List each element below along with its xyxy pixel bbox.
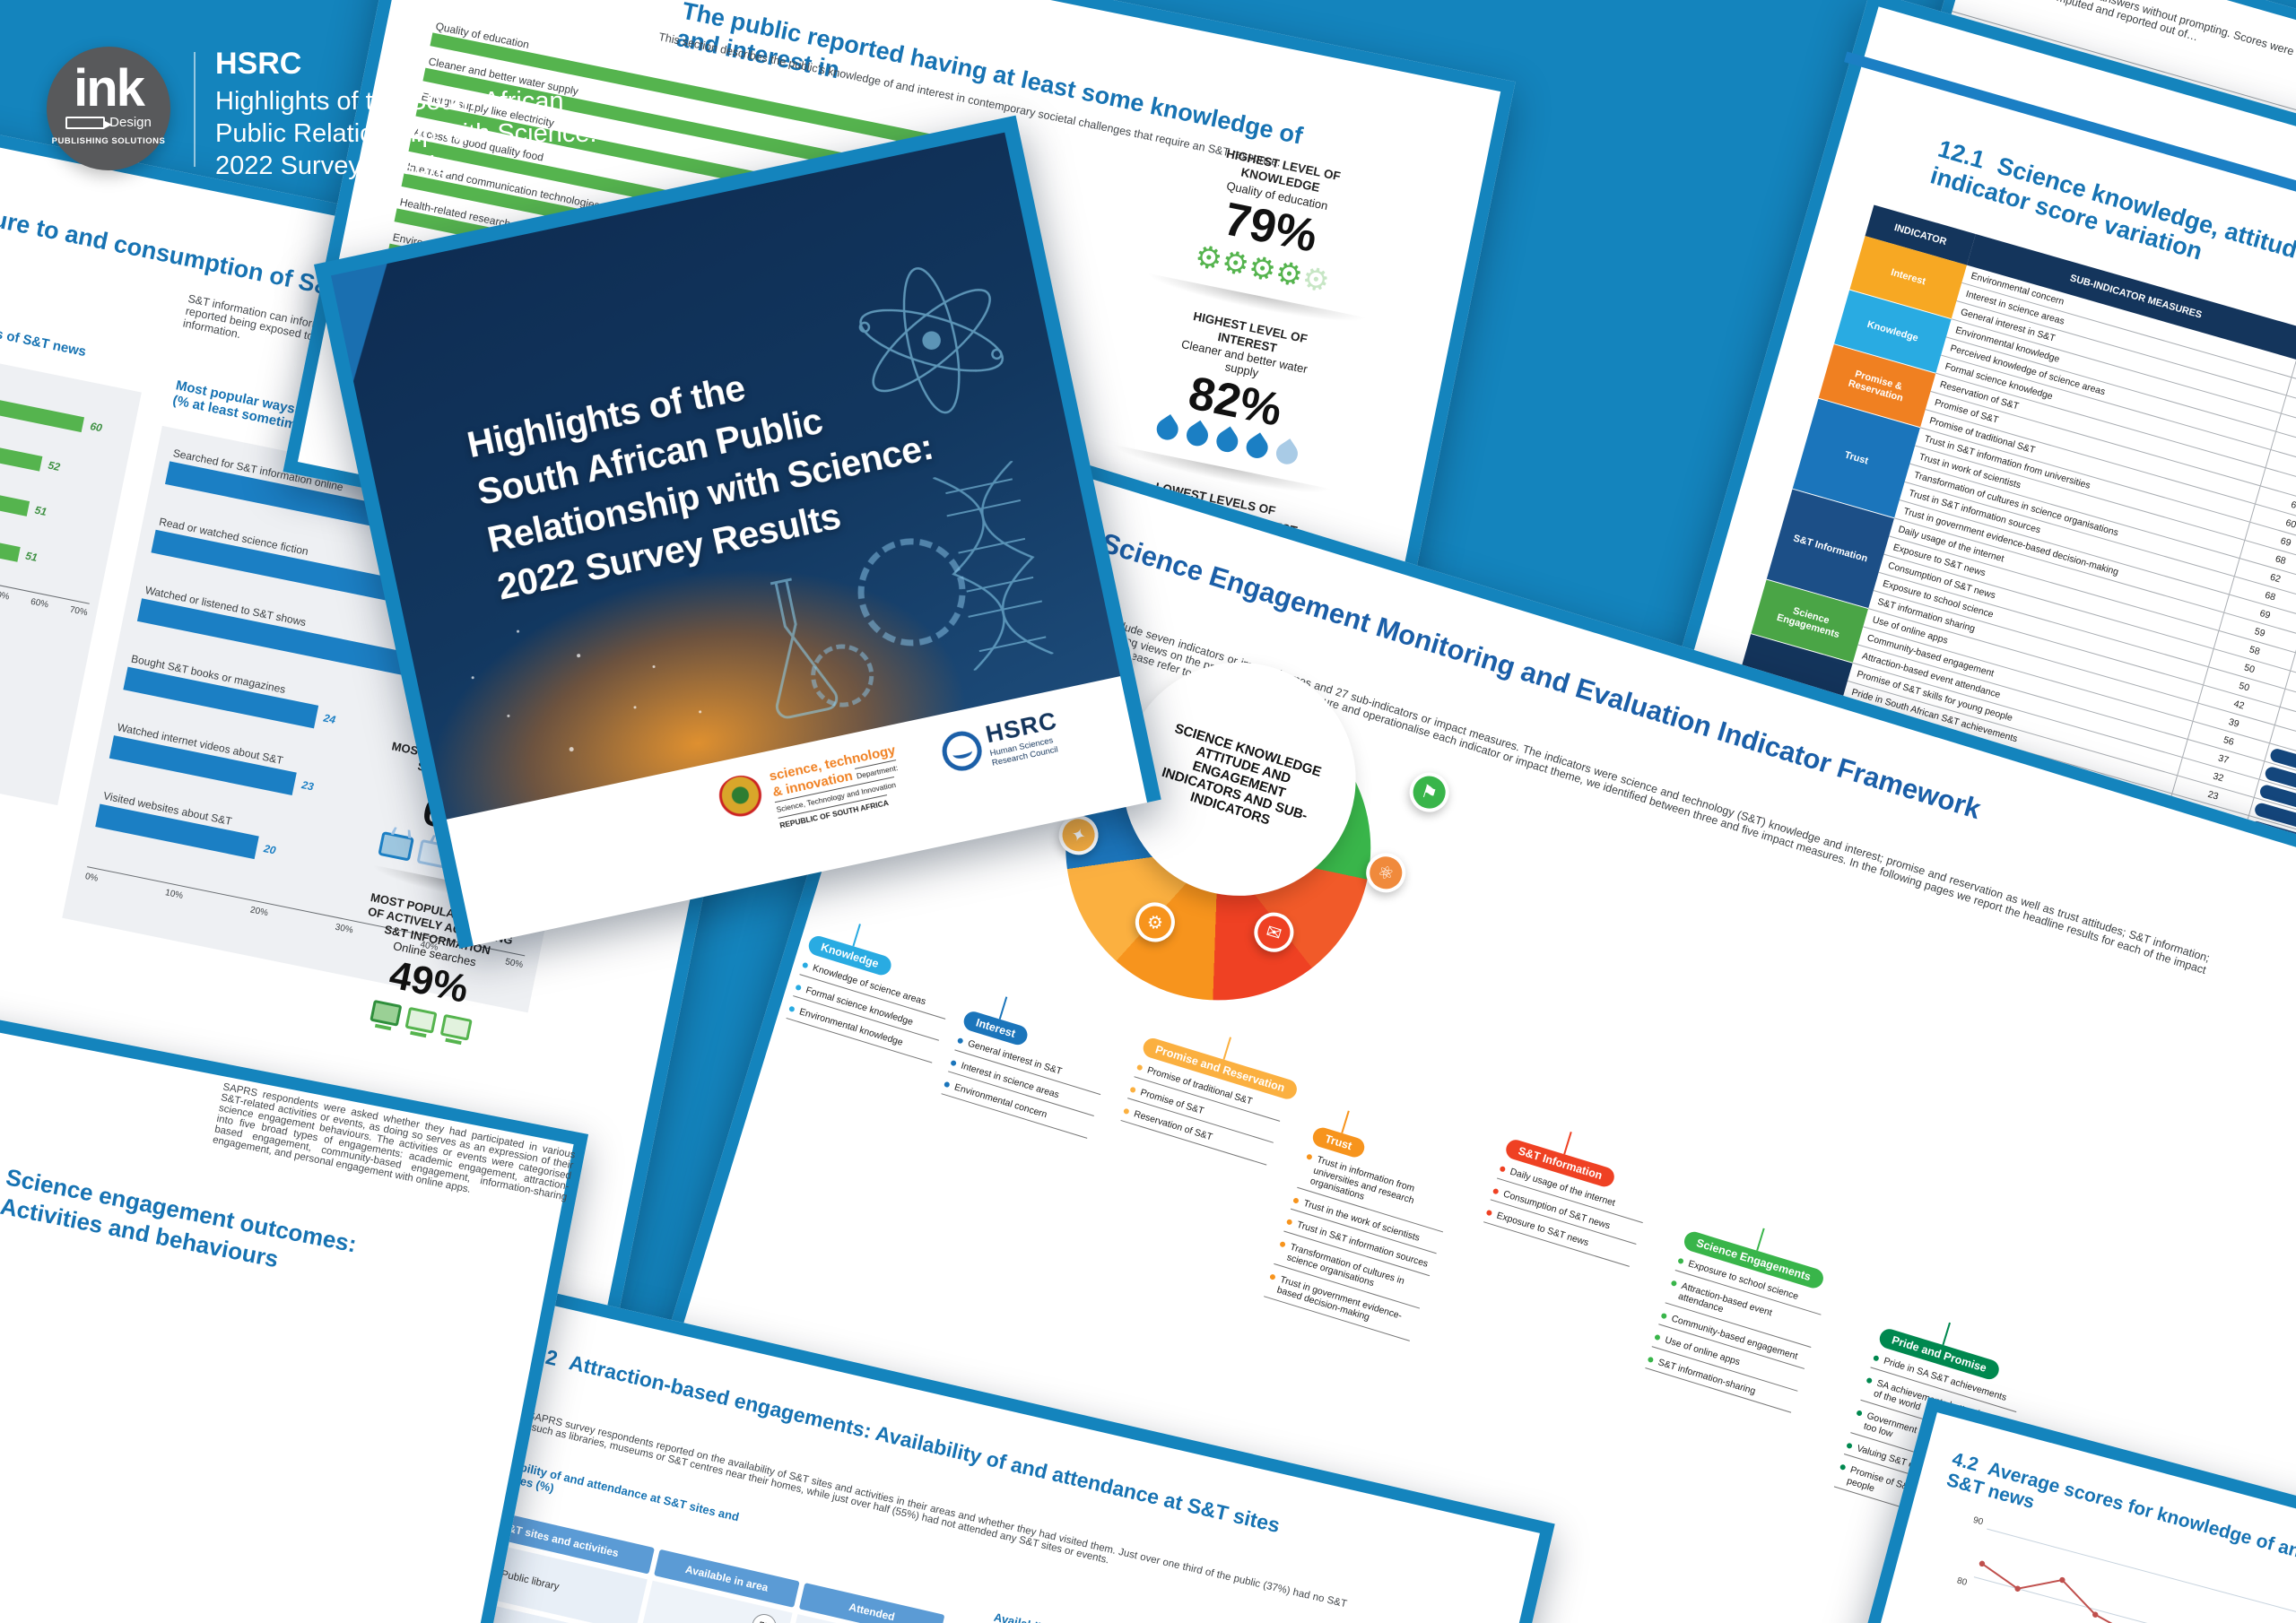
ink-design-logo: ink Design PUBLISHING SOLUTIONS [47,47,170,170]
line-chart: 908070 [1940,1515,2296,1623]
tv-icon [378,831,414,862]
logo-word: ink [74,59,145,117]
header-line: Highlights of the South African [215,87,564,116]
group-items: Daily usage of the internet Consumption o… [1483,1163,1665,1271]
pride-flag-icon: ⚑ [1405,768,1455,818]
line-plot [1954,1519,2296,1623]
drop-icon [1182,420,1213,451]
computer-icon [370,999,403,1027]
gauge-value: 55 [749,1611,779,1623]
cover-page: Highlights of the South African Public R… [314,115,1161,949]
group-items: Trust in information from universities a… [1264,1150,1471,1347]
header-title: HSRC Highlights of the South African Pub… [215,47,597,182]
dst-logo: science, technology & innovation Departme… [713,742,907,844]
engagement-item: 3 COMMUNITY-BASED ENGAGEMENT: Participat… [0,1240,4,1579]
cover-artwork: Highlights of the South African Public R… [330,132,1121,820]
axis-tick: 20% [248,905,269,919]
ways-bar-value: 23 [300,778,315,794]
header-line: 2022 Survey Results [215,152,456,180]
news-bar-value: 51 [24,549,39,564]
donut-title: Availability of and attendance at S&T si… [989,1610,1283,1623]
logo-sub: Design [109,115,152,131]
indicator-group: Trust Trust in information from universi… [1264,1124,1479,1347]
hsrc-logo: HSRC Human Sciences Research Council [937,707,1064,777]
news-bar-value: 52 [47,458,62,473]
engagement-item: 5 PERSONAL ENGAGEMENT WITH ONLINE APPS: … [0,1240,4,1579]
indicator-group: Interest General interest in S&T Interest… [941,1009,1130,1143]
ways-bar-value: 20 [262,842,277,857]
axis-tick: 60% [30,596,49,611]
ways-bar-value: 24 [322,711,337,726]
news-bars: 60 52 51 51 [0,355,128,596]
axis-tick: 0% [83,871,100,884]
drop-icon-faded [1272,438,1302,469]
drop-icon [1241,432,1273,463]
availability-gauge [684,1602,749,1623]
indicator-group: Promise and Reservation Promise of tradi… [1120,1036,1309,1170]
drop-icon [1212,426,1242,456]
computer-icon [404,1006,438,1034]
engagement-item: 4 INFORMATION-SHARING ENGAGEMENT: Patter… [0,1240,4,1579]
flask-icon [770,577,839,719]
axis-tick: 10% [164,888,184,901]
computer-icon [439,1013,473,1041]
logo-tagline: PUBLISHING SOLUTIONS [51,136,166,146]
indicator-group: S&T Information Daily usage of the inter… [1483,1137,1672,1271]
group-items: Knowledge of science areas Formal science… [786,959,968,1068]
news-chart-title: Exposure to types of S&T news [0,305,88,360]
group-items: General interest in S&T Interest in scien… [941,1035,1123,1143]
engagement-items: 1 ACADEMIC ENGAGEMENT: Exposure to scien… [0,1240,526,1623]
header-divider [194,52,196,167]
hsrc-mark-icon [938,727,986,775]
col-attended: Attended [798,1583,945,1623]
pen-icon [65,116,113,129]
news-bar-value: 60 [89,420,104,435]
indicator-group: Knowledge Knowledge of science areas Form… [786,933,975,1068]
indicator-group: Science Engagements Exposure to school s… [1645,1229,1850,1418]
dna-helix-icon [933,460,1054,672]
header-line: Public Relationship with Science: [215,119,597,148]
engagement-item: 2 ATTRACTION-BASED ENGAGEMENT: Availabil… [0,1240,4,1579]
axis-tick: 80 [1955,1575,1969,1588]
news-bar-value: 51 [33,503,48,519]
news-bar [0,367,85,433]
drop-icon [1152,413,1183,445]
atom-icon [858,267,1004,414]
axis-tick: 90 [1971,1515,1985,1528]
header-org: HSRC [215,47,302,81]
engagement-item: 1 ACADEMIC ENGAGEMENT: Exposure to scien… [0,1240,4,1579]
axis-tick: 50% [0,588,11,603]
coat-of-arms-icon [713,771,770,827]
site-label: Public library [500,1568,561,1593]
axis-tick: 70% [68,604,89,619]
